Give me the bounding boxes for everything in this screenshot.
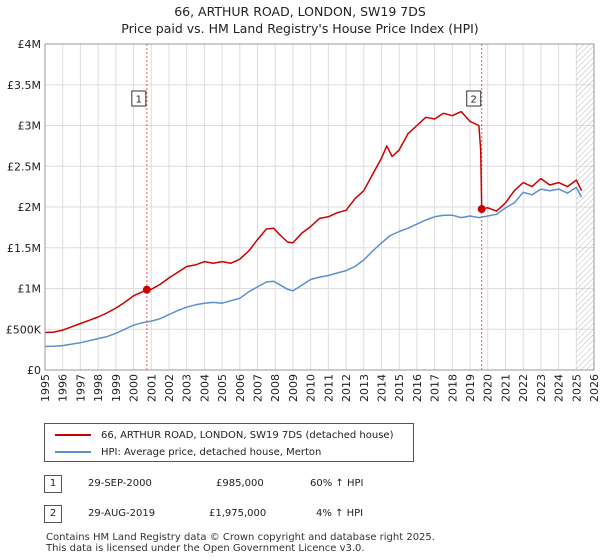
sale-marker-box bbox=[466, 90, 482, 107]
x-tick-label: 2015 bbox=[393, 374, 406, 402]
legend-swatch-hpi bbox=[55, 451, 91, 453]
series-line-property bbox=[44, 110, 583, 334]
x-tick-label: 2025 bbox=[570, 374, 583, 402]
sale-date: 29-AUG-2019 bbox=[88, 508, 156, 519]
legend-label-property: 66, ARTHUR ROAD, LONDON, SW19 7DS (detac… bbox=[101, 429, 394, 441]
plot-frame bbox=[44, 43, 595, 371]
x-tick-label: 2017 bbox=[429, 374, 442, 402]
y-tick-label: £3M bbox=[18, 120, 42, 133]
legend-item-hpi: HPI: Average price, detached house, Mert… bbox=[55, 445, 321, 459]
x-tick-label: 2014 bbox=[375, 374, 388, 402]
sale-marker-box bbox=[131, 90, 147, 107]
x-tick-label: 2005 bbox=[216, 374, 229, 402]
x-tick-label: 2010 bbox=[305, 374, 318, 402]
x-tick-label: 2020 bbox=[482, 374, 495, 402]
sale-number-badge: 2 bbox=[44, 505, 62, 523]
sale-number-badge: 1 bbox=[44, 475, 62, 493]
x-tick-label: 2003 bbox=[181, 374, 194, 402]
chart-subtitle: Price paid vs. HM Land Registry's House … bbox=[121, 21, 479, 36]
sale-hpi-change: 60% ↑ HPI bbox=[310, 478, 364, 489]
x-tick-label: 2006 bbox=[234, 374, 247, 402]
x-tick-label: 2007 bbox=[252, 374, 265, 402]
price-chart: 1 2 £0 £500K £1M £1.5M £2M £2.5M £3M £3.5M £4M 1995… bbox=[6, 38, 600, 402]
y-tick-label: £500K bbox=[6, 323, 42, 336]
x-tick-label: 1999 bbox=[110, 374, 123, 402]
y-tick-label: £0 bbox=[27, 364, 41, 377]
x-tick-label: 2023 bbox=[535, 374, 548, 402]
footer-licence: This data is licensed under the Open Gov… bbox=[46, 543, 365, 554]
chart-title: 66, ARTHUR ROAD, LONDON, SW19 7DS bbox=[174, 4, 426, 19]
x-tick-label: 2008 bbox=[269, 374, 282, 402]
y-tick-label: £3.5M bbox=[7, 79, 41, 92]
sale-point bbox=[142, 285, 151, 294]
x-tick-label: 2019 bbox=[464, 374, 477, 402]
x-tick-label: 2026 bbox=[588, 374, 600, 402]
legend-item-property: 66, ARTHUR ROAD, LONDON, SW19 7DS (detac… bbox=[55, 428, 394, 442]
x-tick-label: 2018 bbox=[446, 374, 459, 402]
sale-date: 29-SEP-2000 bbox=[88, 478, 152, 489]
x-tick-label: 2013 bbox=[358, 374, 371, 402]
forecast-hatch-region bbox=[576, 44, 594, 370]
x-tick-label: 2024 bbox=[553, 374, 566, 402]
x-tick-label: 1995 bbox=[39, 374, 52, 402]
x-tick-label: 2011 bbox=[322, 374, 335, 402]
x-tick-label: 2009 bbox=[287, 374, 300, 402]
sale-marker-label: 1 bbox=[136, 95, 142, 106]
x-tick-label: 2000 bbox=[128, 374, 141, 402]
legend-swatch-property bbox=[55, 434, 91, 436]
y-tick-label: £2.5M bbox=[7, 160, 41, 173]
x-tick-label: 1996 bbox=[57, 374, 70, 402]
sale-price: £1,975,000 bbox=[209, 508, 267, 519]
sale-hpi-change: 4% ↑ HPI bbox=[316, 508, 364, 519]
y-tick-label: £1M bbox=[18, 283, 42, 296]
y-tick-label: £2M bbox=[18, 201, 42, 214]
x-tick-label: 1997 bbox=[74, 374, 87, 402]
legend: 66, ARTHUR ROAD, LONDON, SW19 7DS (detac… bbox=[44, 423, 414, 462]
y-tick-label: £1.5M bbox=[7, 242, 41, 255]
x-tick-label: 2021 bbox=[499, 374, 512, 402]
x-tick-label: 2012 bbox=[340, 374, 353, 402]
x-tick-label: 2001 bbox=[145, 374, 158, 402]
legend-label-hpi: HPI: Average price, detached house, Mert… bbox=[101, 446, 322, 458]
x-tick-label: 2004 bbox=[198, 374, 211, 402]
sale-price: £985,000 bbox=[216, 478, 264, 489]
x-tick-label: 1998 bbox=[92, 374, 105, 402]
series-line-hpi bbox=[44, 186, 583, 348]
x-tick-label: 2022 bbox=[517, 374, 530, 402]
sale-point bbox=[477, 205, 486, 214]
footer-copyright: Contains HM Land Registry data © Crown c… bbox=[46, 532, 435, 543]
sale-marker-label: 2 bbox=[471, 95, 477, 106]
x-tick-label: 2016 bbox=[411, 374, 424, 402]
y-tick-label: £4M bbox=[18, 38, 42, 51]
x-tick-label: 2002 bbox=[163, 374, 176, 402]
